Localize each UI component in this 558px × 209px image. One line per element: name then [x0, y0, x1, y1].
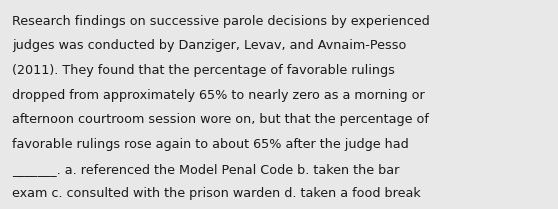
- Text: dropped from approximately 65% to nearly zero as a morning or: dropped from approximately 65% to nearly…: [12, 89, 425, 102]
- Text: _______. a. referenced the Model Penal Code b. taken the bar: _______. a. referenced the Model Penal C…: [12, 163, 400, 176]
- Text: afternoon courtroom session wore on, but that the percentage of: afternoon courtroom session wore on, but…: [12, 113, 429, 126]
- Text: exam c. consulted with the prison warden d. taken a food break: exam c. consulted with the prison warden…: [12, 187, 421, 200]
- Text: favorable rulings rose again to about 65% after the judge had: favorable rulings rose again to about 65…: [12, 138, 409, 151]
- Text: judges was conducted by Danziger, Levav, and Avnaim-Pesso: judges was conducted by Danziger, Levav,…: [12, 39, 407, 52]
- Text: Research findings on successive parole decisions by experienced: Research findings on successive parole d…: [12, 15, 430, 28]
- Text: (2011). They found that the percentage of favorable rulings: (2011). They found that the percentage o…: [12, 64, 395, 77]
